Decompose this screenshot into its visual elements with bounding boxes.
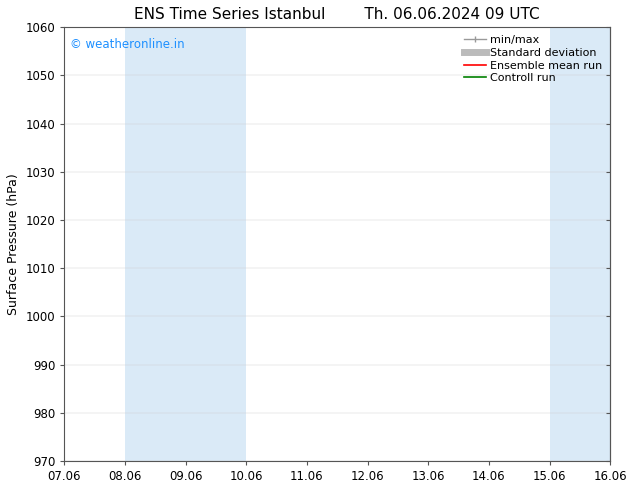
Title: ENS Time Series Istanbul        Th. 06.06.2024 09 UTC: ENS Time Series Istanbul Th. 06.06.2024 …: [134, 7, 540, 22]
Text: © weatheronline.in: © weatheronline.in: [70, 38, 184, 51]
Legend: min/max, Standard deviation, Ensemble mean run, Controll run: min/max, Standard deviation, Ensemble me…: [462, 33, 605, 86]
Y-axis label: Surface Pressure (hPa): Surface Pressure (hPa): [7, 173, 20, 315]
Bar: [125, 27, 246, 461]
Bar: [550, 27, 611, 461]
